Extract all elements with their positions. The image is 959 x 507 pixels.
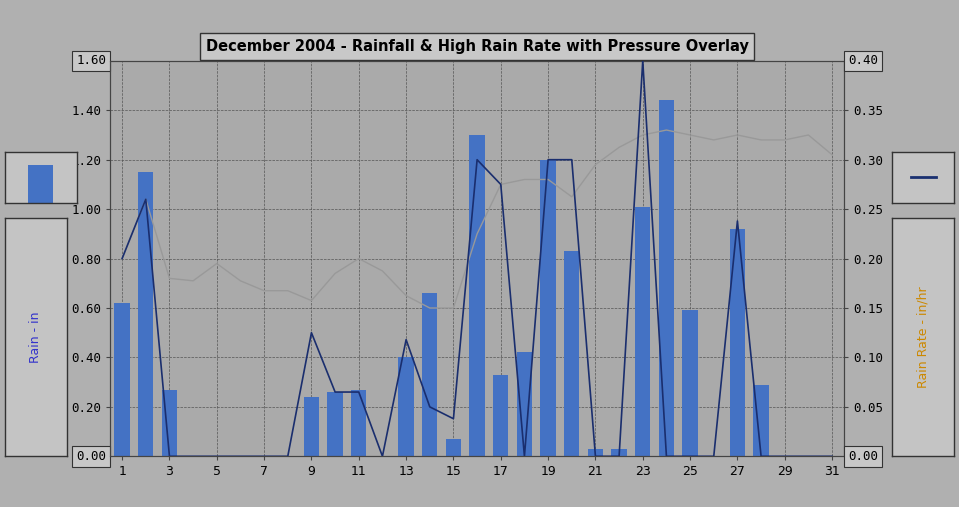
- Bar: [327, 392, 342, 456]
- Bar: [588, 449, 603, 456]
- Bar: [422, 293, 437, 456]
- Bar: [114, 303, 129, 456]
- Bar: [754, 385, 769, 456]
- Bar: [635, 207, 650, 456]
- Bar: [683, 310, 698, 456]
- Title: December 2004 - Rainfall & High Rain Rate with Pressure Overlay: December 2004 - Rainfall & High Rain Rat…: [205, 39, 749, 54]
- Bar: [541, 160, 556, 456]
- Bar: [28, 165, 54, 203]
- Bar: [659, 100, 674, 456]
- Bar: [138, 172, 153, 456]
- Bar: [517, 352, 532, 456]
- Text: Rain Rate - in/hr: Rain Rate - in/hr: [917, 286, 929, 388]
- Bar: [730, 229, 745, 456]
- Text: 0.00: 0.00: [76, 450, 106, 463]
- Bar: [304, 397, 319, 456]
- Bar: [564, 251, 579, 456]
- Text: 0.00: 0.00: [848, 450, 878, 463]
- Bar: [162, 389, 177, 456]
- Bar: [612, 449, 627, 456]
- Text: Rain - in: Rain - in: [30, 311, 42, 363]
- Text: 0.40: 0.40: [848, 54, 878, 67]
- Bar: [493, 375, 508, 456]
- Bar: [469, 135, 485, 456]
- Bar: [446, 439, 461, 456]
- Bar: [351, 389, 366, 456]
- Bar: [398, 357, 413, 456]
- Text: 1.60: 1.60: [76, 54, 106, 67]
